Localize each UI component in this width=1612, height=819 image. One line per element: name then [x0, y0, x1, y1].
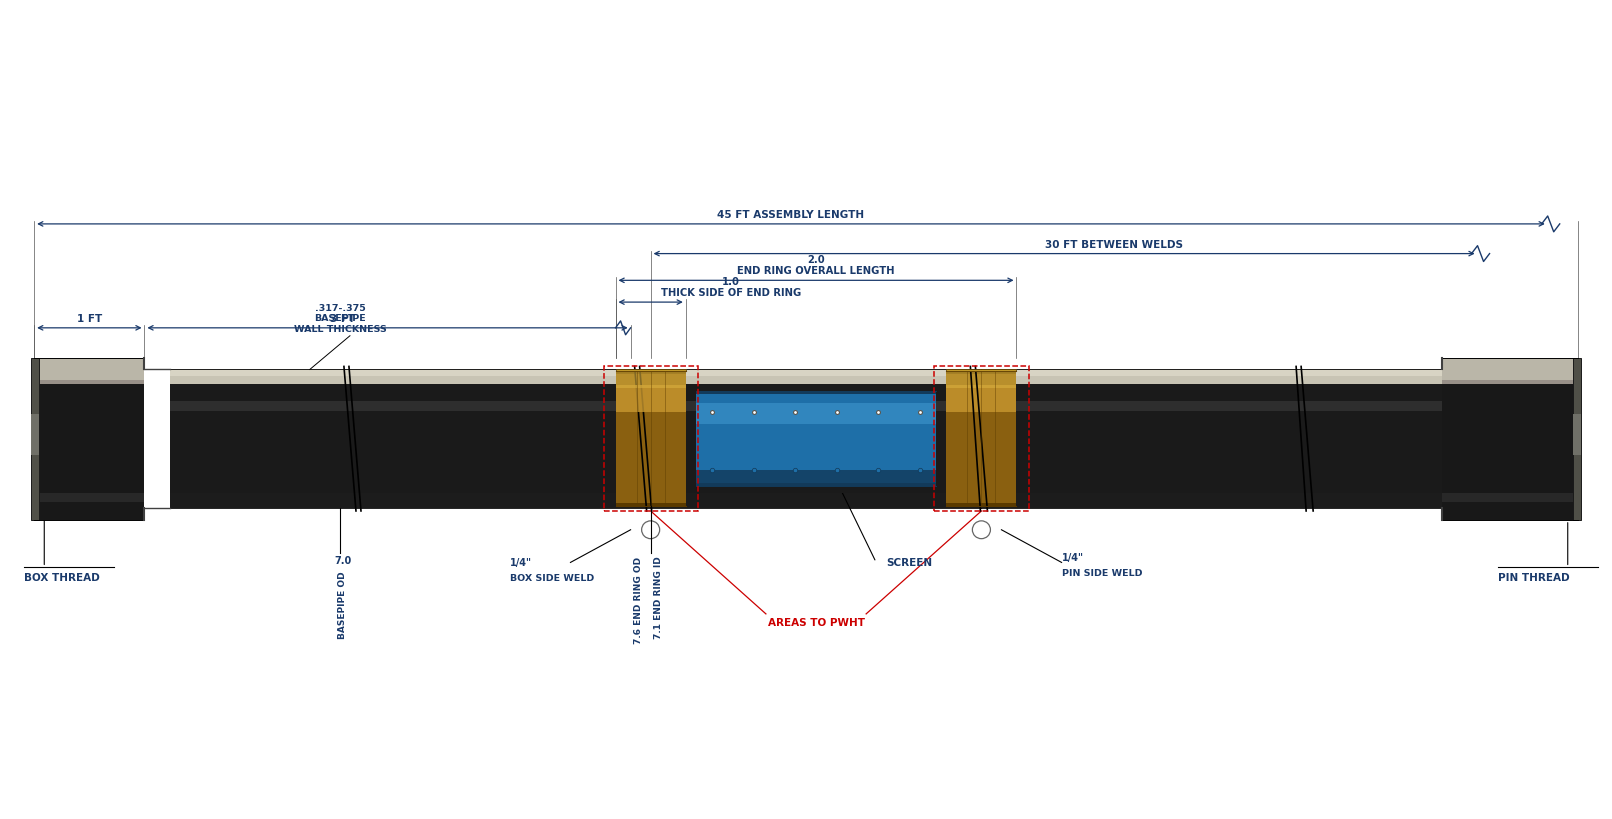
Text: PIN SIDE WELD: PIN SIDE WELD	[1062, 568, 1141, 577]
Bar	[31, 415, 39, 455]
Bar	[696, 404, 937, 425]
Bar	[1443, 453, 1578, 484]
Bar	[946, 386, 1017, 412]
Bar	[169, 370, 651, 509]
Text: 45 FT ASSEMBLY LENGTH: 45 FT ASSEMBLY LENGTH	[717, 210, 864, 219]
Bar	[982, 401, 1443, 412]
Bar	[982, 370, 1443, 389]
Bar	[1443, 385, 1578, 494]
Bar	[651, 453, 982, 477]
Text: 2.0
END RING OVERALL LENGTH: 2.0 END RING OVERALL LENGTH	[737, 255, 895, 276]
Bar	[1443, 358, 1578, 381]
Text: 30 FT BETWEEN WELDS: 30 FT BETWEEN WELDS	[1045, 239, 1183, 249]
Bar	[651, 370, 982, 509]
Bar	[616, 386, 685, 412]
Bar	[34, 378, 145, 400]
Bar	[616, 375, 685, 504]
Bar	[1443, 358, 1578, 520]
Bar	[651, 385, 982, 494]
Bar	[982, 491, 1443, 509]
Text: AREAS TO PWHT: AREAS TO PWHT	[767, 617, 864, 627]
Bar	[1443, 405, 1578, 446]
Bar	[651, 491, 982, 509]
Bar	[34, 502, 145, 520]
Text: BASEPIPE OD: BASEPIPE OD	[339, 571, 348, 638]
Text: 7.0: 7.0	[334, 556, 351, 566]
Bar	[616, 372, 685, 389]
Bar	[616, 370, 685, 372]
Text: SCREEN: SCREEN	[887, 558, 932, 568]
Bar	[651, 410, 982, 447]
Bar	[946, 375, 1017, 504]
Bar	[34, 453, 145, 484]
Bar	[946, 370, 1017, 372]
Bar	[946, 372, 1017, 506]
Bar	[1443, 502, 1578, 520]
Bar	[34, 358, 145, 520]
Bar	[651, 370, 982, 389]
Bar	[982, 387, 1443, 408]
Bar	[982, 453, 1443, 477]
Bar	[1573, 415, 1581, 455]
Text: BOX THREAD: BOX THREAD	[24, 572, 100, 582]
Bar	[169, 491, 651, 509]
Text: 1.0
THICK SIDE OF END RING: 1.0 THICK SIDE OF END RING	[661, 276, 801, 298]
Bar	[169, 370, 651, 389]
Text: 7.1 END RING ID: 7.1 END RING ID	[654, 556, 663, 639]
Text: 1 FT: 1 FT	[77, 314, 102, 324]
Bar	[946, 372, 1017, 389]
Bar	[982, 410, 1443, 447]
Bar	[169, 387, 651, 408]
Bar	[651, 401, 982, 412]
Bar	[169, 370, 651, 377]
Bar	[696, 395, 937, 484]
Bar	[1443, 378, 1578, 400]
Bar	[982, 370, 1443, 377]
Bar	[982, 385, 1443, 494]
Text: 1/4": 1/4"	[511, 558, 532, 568]
Bar	[696, 470, 937, 486]
Bar	[651, 387, 982, 408]
Bar	[34, 405, 145, 446]
Text: BOX SIDE WELD: BOX SIDE WELD	[511, 573, 595, 582]
Text: 1/4": 1/4"	[1062, 553, 1083, 563]
Bar	[31, 358, 39, 520]
Bar	[169, 453, 651, 477]
Bar	[616, 372, 685, 506]
Bar	[982, 370, 1443, 509]
Text: PIN THREAD: PIN THREAD	[1498, 572, 1568, 582]
Text: .317-.375
BASEPIPE
WALL THICKNESS: .317-.375 BASEPIPE WALL THICKNESS	[293, 304, 387, 333]
Bar	[603, 367, 698, 511]
Bar	[696, 391, 937, 486]
Bar	[651, 370, 982, 377]
Bar	[169, 401, 651, 412]
Bar	[34, 385, 145, 494]
Bar	[935, 367, 1028, 511]
Text: 3 FT: 3 FT	[330, 314, 355, 324]
Text: 7.6 END RING OD: 7.6 END RING OD	[634, 556, 643, 643]
Bar	[34, 358, 145, 381]
Bar	[169, 410, 651, 447]
Bar	[1573, 358, 1581, 520]
Bar	[169, 385, 651, 494]
